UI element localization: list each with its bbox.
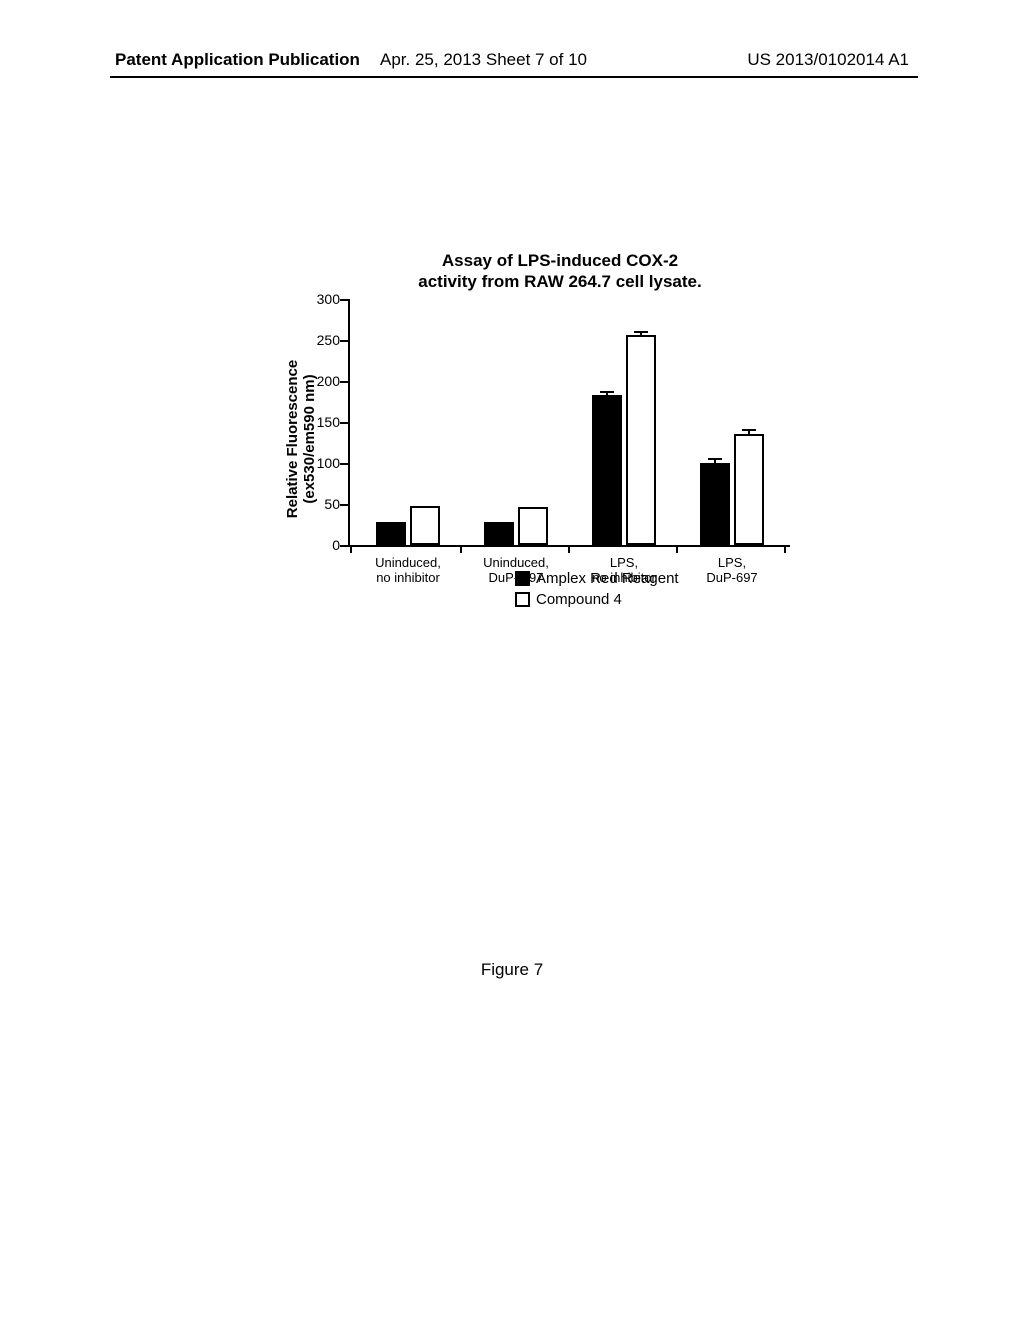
y-tick-label: 200 bbox=[317, 373, 340, 389]
y-tick bbox=[340, 381, 350, 383]
x-tick bbox=[350, 545, 352, 553]
legend-label-compound4: Compound 4 bbox=[536, 591, 622, 608]
y-tick-label: 100 bbox=[317, 455, 340, 471]
x-axis-label: Uninduced,no inhibitor bbox=[358, 555, 458, 586]
legend-swatch-solid bbox=[515, 571, 530, 586]
error-bar-stem bbox=[606, 393, 608, 395]
bar bbox=[410, 506, 440, 545]
error-bar-stem bbox=[640, 333, 642, 335]
error-bar-stem bbox=[714, 460, 716, 462]
chart-title: Assay of LPS-induced COX-2 activity from… bbox=[310, 250, 810, 293]
legend-item-amplex: Amplex Red Reagent bbox=[515, 570, 679, 587]
header-right: US 2013/0102014 A1 bbox=[747, 50, 909, 70]
ylabel-line1: Relative Fluorescence bbox=[284, 359, 301, 517]
y-tick bbox=[340, 463, 350, 465]
bar bbox=[626, 335, 656, 544]
x-tick bbox=[460, 545, 462, 553]
legend-item-compound4: Compound 4 bbox=[515, 591, 679, 608]
y-tick bbox=[340, 299, 350, 301]
bar bbox=[518, 507, 548, 545]
chart-container: Assay of LPS-induced COX-2 activity from… bbox=[250, 250, 810, 579]
y-tick-label: 0 bbox=[332, 537, 340, 553]
y-axis-label: Relative Fluorescence (ex530/em590 nm) bbox=[284, 359, 319, 517]
header-left: Patent Application Publication bbox=[115, 50, 360, 70]
legend: Amplex Red Reagent Compound 4 bbox=[515, 570, 679, 612]
bar bbox=[734, 434, 764, 545]
figure-label: Figure 7 bbox=[0, 960, 1024, 980]
y-tick-label: 250 bbox=[317, 332, 340, 348]
y-tick-label: 50 bbox=[324, 496, 340, 512]
error-bar-cap bbox=[742, 429, 756, 431]
x-tick bbox=[568, 545, 570, 553]
x-tick bbox=[784, 545, 786, 553]
chart-title-line1: Assay of LPS-induced COX-2 bbox=[442, 251, 678, 270]
y-tick-label: 300 bbox=[317, 291, 340, 307]
bar bbox=[376, 522, 406, 545]
x-axis-label: LPS,DuP-697 bbox=[682, 555, 782, 586]
y-tick bbox=[340, 545, 350, 547]
bar bbox=[484, 522, 514, 544]
y-tick-label: 150 bbox=[317, 414, 340, 430]
y-tick bbox=[340, 340, 350, 342]
bar bbox=[700, 463, 730, 545]
legend-swatch-hollow bbox=[515, 592, 530, 607]
y-tick bbox=[340, 504, 350, 506]
error-bar-cap bbox=[634, 331, 648, 333]
error-bar-cap bbox=[600, 391, 614, 393]
bar bbox=[592, 395, 622, 544]
chart-title-line2: activity from RAW 264.7 cell lysate. bbox=[418, 272, 701, 291]
x-tick bbox=[676, 545, 678, 553]
error-bar-stem bbox=[748, 431, 750, 433]
legend-label-amplex: Amplex Red Reagent bbox=[536, 570, 679, 587]
header-mid: Apr. 25, 2013 Sheet 7 of 10 bbox=[380, 50, 587, 70]
error-bar-cap bbox=[708, 458, 722, 460]
header-rule bbox=[110, 76, 918, 78]
y-tick bbox=[340, 422, 350, 424]
plot-area: 050100150200250300Uninduced,no inhibitor… bbox=[348, 299, 790, 547]
